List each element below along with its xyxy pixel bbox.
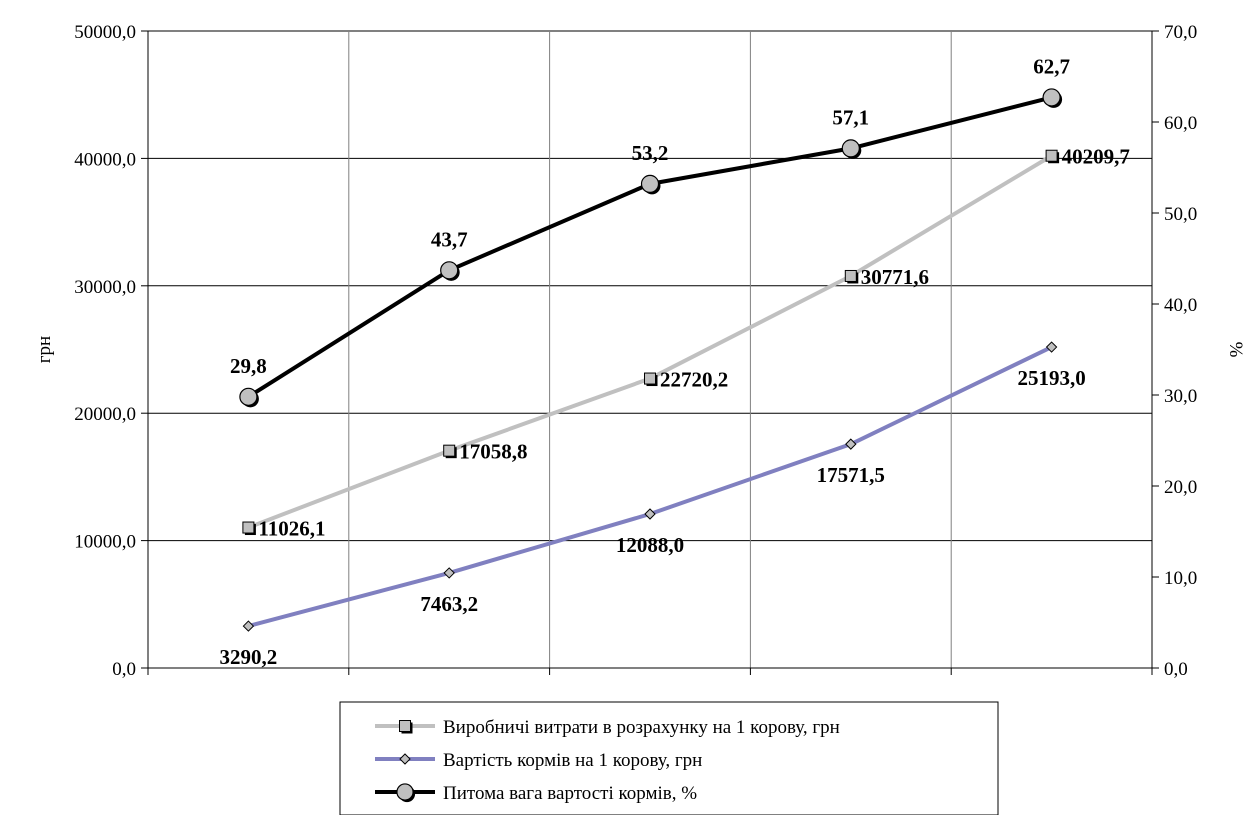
- y2-axis-title: %: [1225, 342, 1246, 358]
- data-labels: 11026,1 17058,8 22720,2 30771,6 40209,7 3290,…: [220, 54, 1130, 669]
- series-line-1: [247, 345, 1053, 629]
- data-label: 29,8: [230, 354, 267, 378]
- circle-marker-legend: [396, 783, 414, 801]
- data-label: 40209,7: [1062, 145, 1130, 169]
- data-label: 7463,2: [420, 592, 478, 616]
- y2-tick-label: 60,0: [1164, 113, 1197, 134]
- y2-tick-label: 10,0: [1164, 568, 1197, 589]
- circle-marker: [841, 139, 860, 158]
- y2-tick-label: 50,0: [1164, 204, 1197, 225]
- y-tick-label: 10000,0: [74, 532, 136, 553]
- square-marker: [242, 521, 255, 534]
- y-axis-title: грн: [34, 336, 55, 363]
- diamond-marker: [443, 567, 455, 579]
- data-label: 25193,0: [1017, 366, 1085, 390]
- diamond-marker: [1045, 341, 1058, 353]
- y2-tick-label: 40,0: [1164, 295, 1197, 316]
- y2-tick-label: 30,0: [1164, 386, 1197, 407]
- data-label: 17058,8: [459, 440, 527, 464]
- y2-tick-label: 20,0: [1164, 477, 1197, 498]
- grid: [148, 30, 1152, 668]
- legend-label: Виробничі витрати в розрахунку на 1 коро…: [443, 717, 840, 738]
- square-marker-legend: [399, 720, 411, 732]
- y-tick-label: 20000,0: [74, 404, 136, 425]
- circle-marker: [239, 387, 258, 406]
- data-label: 62,7: [1033, 54, 1070, 78]
- square-marker: [1045, 149, 1058, 162]
- data-label: 3290,2: [220, 645, 278, 669]
- y-tick-label: 40000,0: [74, 149, 136, 170]
- legend-label: Вартість кормів на 1 корову, грн: [443, 750, 702, 771]
- y2-tick-label: 70,0: [1164, 22, 1197, 43]
- axes: 0,0 10000,0 20000,0 30000,0 40000,0 50000,0 0,…: [34, 22, 1246, 680]
- data-label: 43,7: [431, 227, 468, 251]
- data-label: 30771,6: [861, 265, 929, 289]
- data-label: 17571,5: [817, 463, 885, 487]
- diamond-marker: [242, 620, 255, 632]
- circle-marker: [1042, 88, 1061, 107]
- y-tick-label: 50000,0: [74, 22, 136, 43]
- data-label: 53,2: [632, 141, 669, 165]
- series-layer: [239, 88, 1063, 632]
- data-label: 12088,0: [616, 533, 684, 557]
- data-label: 11026,1: [258, 517, 325, 541]
- circle-marker: [640, 174, 660, 193]
- diamond-marker: [644, 508, 656, 520]
- y-tick-label: 0,0: [112, 659, 136, 680]
- square-marker: [844, 269, 857, 282]
- circle-marker: [440, 261, 459, 280]
- square-marker: [644, 372, 656, 385]
- legend-label: Питома вага вартості кормів, %: [443, 783, 697, 804]
- square-marker: [443, 444, 456, 457]
- diamond-marker: [845, 438, 857, 450]
- y2-tick-label: 0,0: [1164, 659, 1188, 680]
- y-tick-label: 30000,0: [74, 277, 136, 298]
- data-label: 57,1: [832, 105, 869, 129]
- legend: Виробничі витрати в розрахунку на 1 коро…: [339, 701, 999, 815]
- legend-box: [339, 701, 999, 815]
- series-line-0: [247, 154, 1053, 530]
- data-label: 22720,2: [660, 368, 728, 392]
- diamond-marker-legend: [399, 753, 411, 765]
